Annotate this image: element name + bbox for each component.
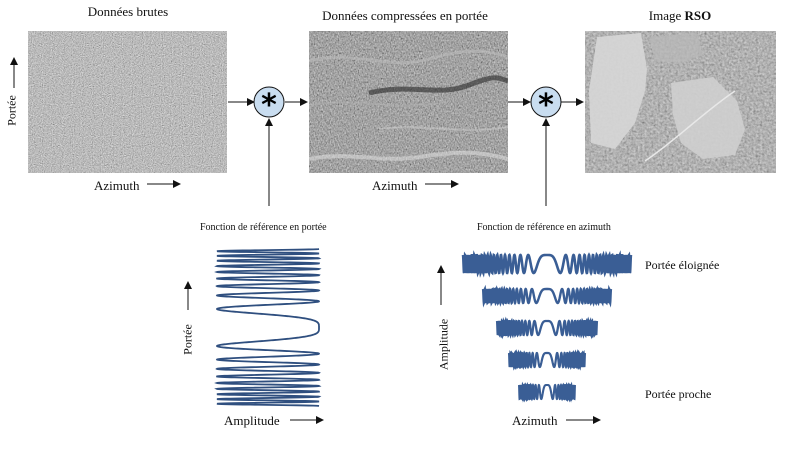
azimuth-reference-label: Fonction de référence en azimuth bbox=[477, 222, 611, 233]
sar-image-title: Image RSO bbox=[648, 8, 712, 23]
raw-data-image bbox=[28, 31, 227, 173]
far-range-label: Portée éloignée bbox=[645, 258, 720, 272]
azimuth-chirp-row-4 bbox=[507, 348, 587, 371]
sar-image bbox=[585, 31, 776, 173]
azimuth-chirp-azimuth-label: Azimuth bbox=[512, 413, 558, 428]
range-compressed-title: Données compressées en portée bbox=[322, 8, 488, 23]
range-compressed-image bbox=[309, 31, 508, 173]
compressed-azimuth-label: Azimuth bbox=[372, 178, 418, 193]
range-chirp-amplitude-label: Amplitude bbox=[224, 413, 280, 428]
azimuth-convolution-operator: * bbox=[530, 86, 562, 123]
raw-data-title: Données brutes bbox=[87, 4, 169, 19]
azimuth-chirp-row-2 bbox=[481, 284, 613, 308]
sar-texture bbox=[585, 31, 776, 173]
azimuth-chirp-far-range bbox=[461, 250, 633, 278]
raw-noise-texture bbox=[28, 31, 227, 173]
raw-azimuth-label: Azimuth bbox=[94, 178, 140, 193]
range-reference-label: Fonction de référence en portée bbox=[200, 222, 327, 233]
range-reference-chirp bbox=[214, 248, 322, 407]
azimuth-chirp-near-range bbox=[517, 381, 577, 403]
range-convolution-operator: * bbox=[253, 86, 285, 123]
near-range-label: Portée proche bbox=[645, 387, 712, 401]
compressed-texture bbox=[309, 31, 508, 173]
azimuth-chirp-row-3 bbox=[495, 316, 599, 340]
azimuth-convolution-symbol: * bbox=[538, 88, 554, 123]
range-convolution-symbol: * bbox=[261, 88, 277, 123]
